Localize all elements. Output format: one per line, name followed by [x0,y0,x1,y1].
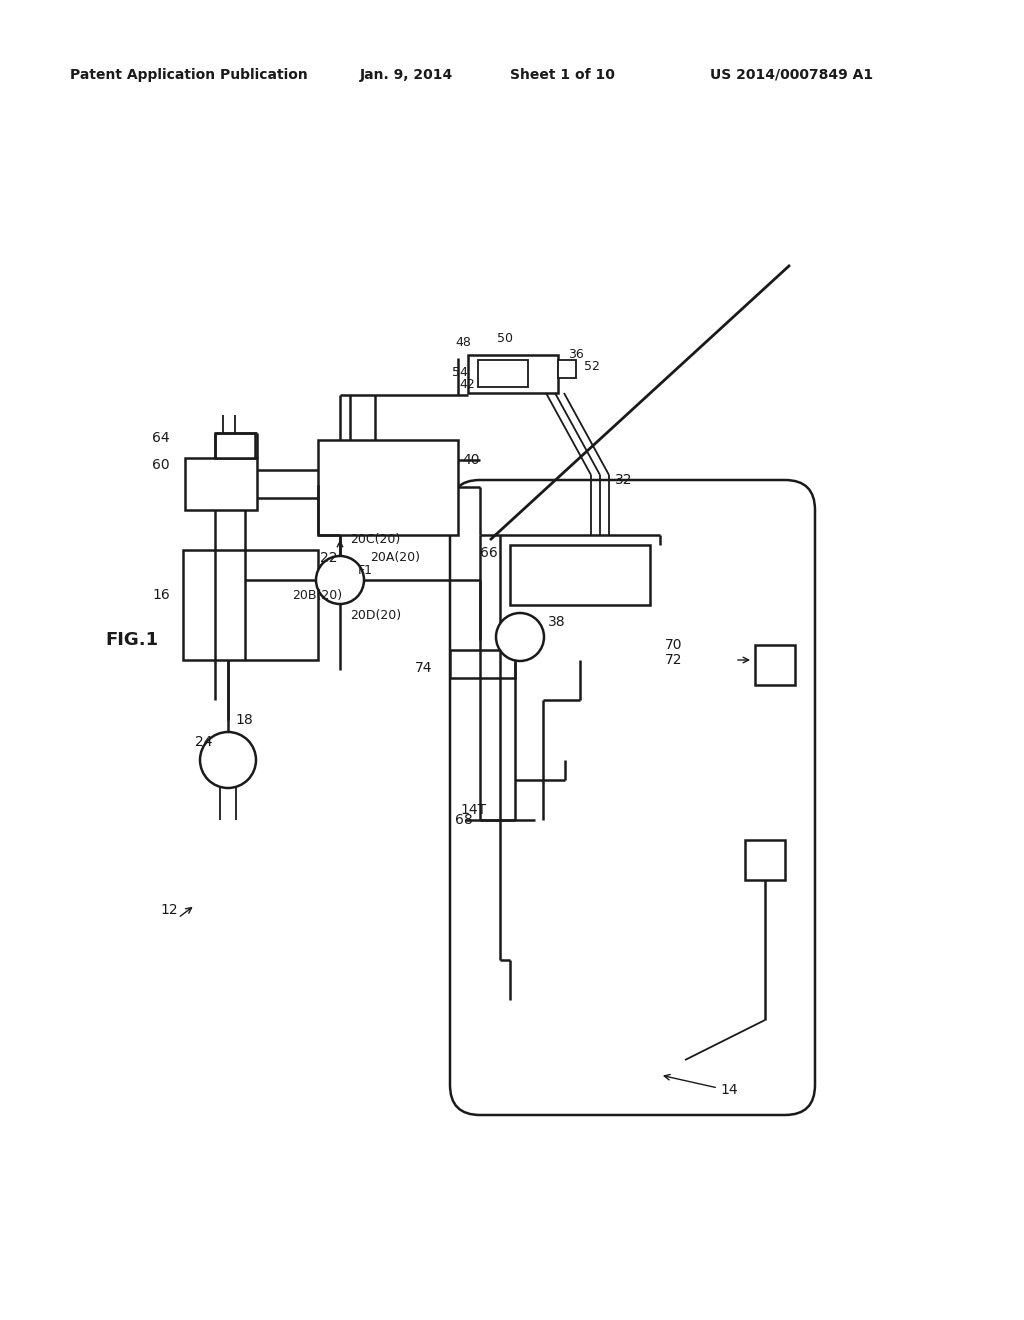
Text: US 2014/0007849 A1: US 2014/0007849 A1 [710,69,873,82]
Bar [185,458,257,510]
Text: Patent Application Publication: Patent Application Publication [70,69,308,82]
Text: 70: 70 [665,638,683,652]
Text: 14T: 14T [460,803,486,817]
Text: 20A(20): 20A(20) [370,550,420,564]
Circle shape [316,556,364,605]
Text: 16: 16 [153,587,170,602]
Text: 36: 36 [568,348,584,362]
Bar [558,360,575,378]
Text: 74: 74 [415,661,432,675]
Text: 42: 42 [459,379,475,392]
Bar [478,360,528,387]
Text: 72: 72 [665,653,683,667]
Text: FIG.1: FIG.1 [105,631,158,649]
Bar [510,545,650,605]
Bar [215,433,255,458]
Text: 48: 48 [455,335,471,348]
FancyBboxPatch shape [450,480,815,1115]
Bar [450,649,515,678]
Text: 50: 50 [497,331,513,345]
Text: 20B(20): 20B(20) [292,589,342,602]
Bar [468,355,558,393]
Text: 60: 60 [153,458,170,473]
Bar [183,550,318,660]
Bar [318,440,458,535]
Text: 18: 18 [234,713,253,727]
Text: 20D(20): 20D(20) [350,609,401,622]
Text: Sheet 1 of 10: Sheet 1 of 10 [510,69,614,82]
Text: 14: 14 [720,1082,737,1097]
Text: 38: 38 [548,615,565,630]
Text: 54: 54 [452,366,468,379]
Bar [755,645,795,685]
Text: 52: 52 [584,360,600,374]
Text: Jan. 9, 2014: Jan. 9, 2014 [360,69,454,82]
Circle shape [200,733,256,788]
Text: 40: 40 [462,453,479,467]
Circle shape [496,612,544,661]
Text: 22: 22 [319,550,338,565]
Text: 12: 12 [160,903,177,917]
Text: 24: 24 [195,735,213,748]
Text: F1: F1 [358,564,373,577]
Text: 64: 64 [153,432,170,445]
Bar [745,840,785,880]
Text: 32: 32 [615,473,633,487]
Text: 68: 68 [455,813,473,828]
Text: 20C(20): 20C(20) [350,533,400,546]
Text: 66: 66 [480,546,498,560]
